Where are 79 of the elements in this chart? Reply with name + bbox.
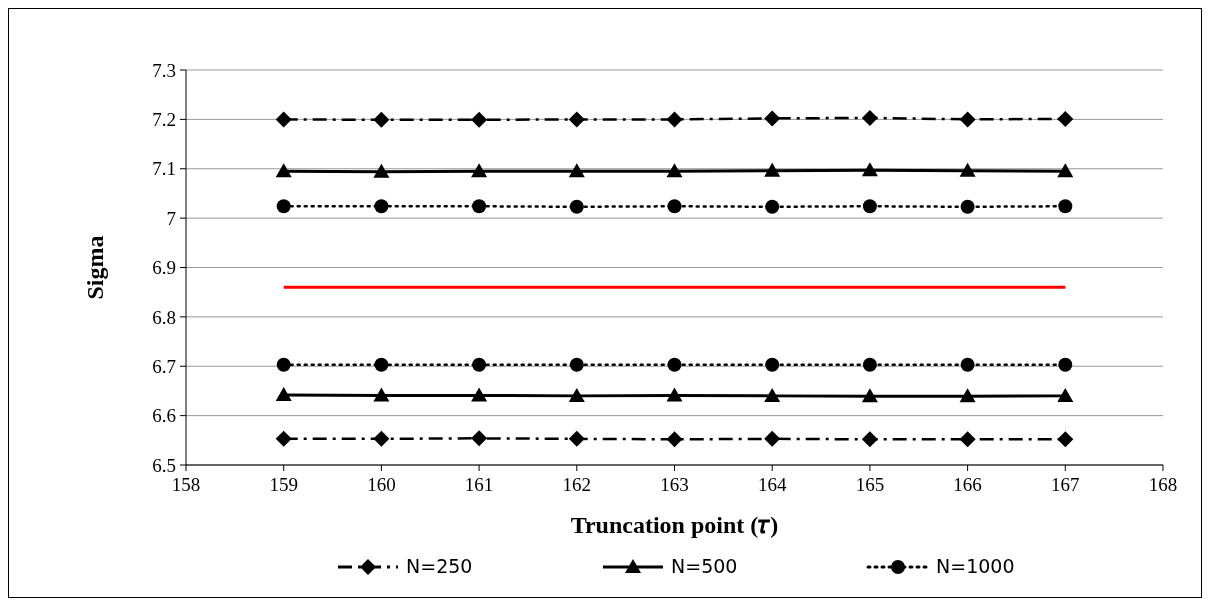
- point: [276, 199, 291, 214]
- point: [373, 430, 390, 447]
- y-tick-label: 6.5: [152, 454, 176, 476]
- point: [569, 199, 584, 214]
- point: [959, 431, 976, 448]
- y-tick-label: 7.3: [152, 59, 176, 81]
- x-tick-label: 163: [660, 474, 689, 495]
- x-tick-label: 158: [171, 474, 201, 495]
- x-tick-label: 165: [855, 474, 885, 495]
- point: [666, 387, 683, 402]
- x-tick-label: 159: [269, 474, 298, 495]
- point: [861, 109, 878, 126]
- y-tick-label: 6.7: [152, 355, 176, 377]
- point: [471, 387, 488, 402]
- point: [472, 357, 487, 372]
- point: [373, 163, 390, 178]
- point: [1057, 163, 1074, 178]
- point: [373, 387, 390, 402]
- point: [667, 357, 682, 372]
- point: [666, 163, 683, 178]
- point: [667, 199, 682, 214]
- point: [471, 163, 488, 178]
- x-tick-label: 162: [562, 474, 592, 495]
- legend-label: N=1000: [936, 555, 1015, 577]
- point: [568, 430, 585, 447]
- y-tick-label: 6.8: [152, 306, 176, 328]
- point: [765, 199, 780, 214]
- point: [1057, 110, 1074, 127]
- point: [471, 111, 488, 128]
- point: [1058, 357, 1073, 372]
- point: [471, 430, 488, 447]
- legend-label: N=500: [671, 555, 738, 577]
- point: [569, 357, 584, 372]
- point: [568, 387, 585, 402]
- x-tick-label: 168: [1148, 474, 1178, 495]
- point: [764, 162, 781, 177]
- y-tick-label: 7.1: [152, 158, 176, 180]
- point: [568, 163, 585, 178]
- point: [275, 386, 292, 401]
- x-tick-label: 160: [367, 474, 396, 495]
- y-tick-label: 7: [166, 207, 176, 229]
- point: [1057, 387, 1074, 402]
- point: [666, 431, 683, 448]
- point: [959, 162, 976, 177]
- point: [862, 357, 877, 372]
- point: [862, 199, 877, 214]
- x-tick-label: 164: [757, 474, 787, 495]
- point: [764, 387, 781, 402]
- x-tick-label: 161: [464, 474, 494, 495]
- point: [861, 162, 878, 177]
- point: [1058, 199, 1073, 214]
- point: [568, 111, 585, 128]
- point: [959, 111, 976, 128]
- x-tick-label: 167: [1051, 474, 1080, 495]
- point: [374, 357, 389, 372]
- point: [959, 388, 976, 403]
- point: [1057, 431, 1074, 448]
- y-tick-label: 7.2: [152, 109, 176, 131]
- point: [275, 163, 292, 178]
- point: [764, 110, 781, 127]
- x-tick-label: 166: [953, 474, 982, 495]
- legend-label: N=250: [406, 555, 473, 577]
- point: [765, 357, 780, 372]
- point: [276, 357, 291, 372]
- point: [373, 111, 390, 128]
- point: [666, 111, 683, 128]
- point: [275, 430, 292, 447]
- point: [374, 199, 389, 214]
- point: [472, 199, 487, 214]
- y-axis-title: Sigma: [82, 235, 108, 300]
- point: [861, 388, 878, 403]
- y-tick-label: 6.9: [152, 257, 176, 279]
- point: [275, 111, 292, 128]
- x-axis-title: Truncation point (𝜏): [570, 512, 779, 538]
- point: [764, 430, 781, 447]
- point: [861, 431, 878, 448]
- point: [960, 199, 975, 214]
- y-tick-label: 6.6: [152, 405, 176, 427]
- point: [960, 357, 975, 372]
